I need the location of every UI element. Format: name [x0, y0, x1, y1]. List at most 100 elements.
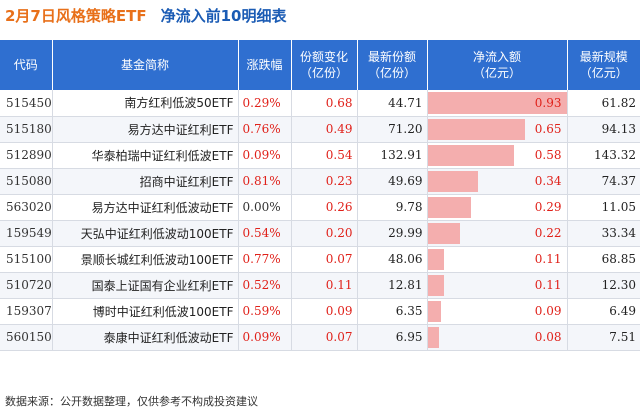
share-change: 0.07 — [291, 246, 358, 273]
share-change: 0.26 — [291, 194, 358, 221]
table-row[interactable]: 159549 天弘中证红利低波动100ETF 0.54% 0.20 29.99 0.22 3… — [0, 220, 640, 247]
fund-code: 515450 — [0, 90, 53, 117]
share-change: 0.09 — [291, 298, 358, 325]
price-change: 0.59% — [238, 298, 292, 325]
net-inflow-cell: 0.29 — [427, 194, 568, 221]
latest-shares: 48.06 — [357, 246, 428, 273]
table-row[interactable]: 515450 南方红利低波50ETF 0.29% 0.68 44.71 0.93 61.82 — [0, 90, 640, 117]
net-inflow-cell: 0.93 — [427, 90, 568, 117]
source-note: 数据来源：公开数据整理，仅供参考不构成投资建议 — [5, 395, 258, 408]
net-inflow-cell: 0.22 — [427, 220, 568, 247]
inflow-bar — [427, 118, 525, 140]
latest-shares: 6.35 — [357, 298, 428, 325]
latest-scale: 33.34 — [567, 220, 640, 247]
inflow-bar — [427, 300, 441, 322]
price-change: 0.52% — [238, 272, 292, 299]
fund-name: 博时中证红利低波100ETF — [52, 298, 239, 325]
title-main: 净流入前10明细表 — [160, 7, 287, 25]
col-header-change[interactable]: 涨跌幅 — [238, 40, 292, 90]
net-inflow-cell: 0.09 — [427, 298, 568, 325]
latest-scale: 143.32 — [567, 142, 640, 169]
table-row[interactable]: 515180 易方达中证红利ETF 0.76% 0.49 71.20 0.65 94.13 — [0, 116, 640, 143]
col-header-name[interactable]: 基金简称 — [52, 40, 239, 90]
net-inflow-cell: 0.08 — [427, 324, 568, 351]
share-change: 0.68 — [291, 90, 358, 117]
share-change: 0.20 — [291, 220, 358, 247]
share-change: 0.49 — [291, 116, 358, 143]
fund-name: 景顺长城红利低波动100ETF — [52, 246, 239, 273]
fund-name: 天弘中证红利低波动100ETF — [52, 220, 239, 247]
net-inflow-value: 0.22 — [534, 226, 562, 240]
inflow-bar — [427, 170, 479, 192]
net-inflow-value: 0.93 — [534, 95, 562, 110]
net-inflow-cell: 0.34 — [427, 168, 568, 195]
fund-code: 563020 — [0, 194, 53, 221]
fund-name: 易方达中证红利低波动ETF — [52, 194, 239, 221]
price-change: 0.09% — [238, 324, 292, 351]
net-inflow-value: 0.11 — [534, 252, 562, 266]
col-header-shares[interactable]: 最新份额 （亿份） — [357, 40, 428, 90]
table-body: 515450 南方红利低波50ETF 0.29% 0.68 44.71 0.93 61.82… — [0, 90, 640, 351]
table-header-row: 代码 基金简称 涨跌幅 份额变化 （亿份） 最新份额 （亿份） 净流入额 （亿元） 最… — [0, 40, 640, 90]
latest-scale: 61.82 — [567, 90, 640, 117]
fund-name: 华泰柏瑞中证红利低波ETF — [52, 142, 239, 169]
price-change: 0.09% — [238, 142, 292, 169]
inflow-bar — [427, 196, 471, 218]
fund-name: 易方达中证红利ETF — [52, 116, 239, 143]
inflow-bar — [427, 326, 440, 348]
col-header-inflow[interactable]: 净流入额 （亿元） — [427, 40, 568, 90]
fund-name: 招商中证红利ETF — [52, 168, 239, 195]
latest-scale: 94.13 — [567, 116, 640, 143]
net-inflow-cell: 0.58 — [427, 142, 568, 169]
inflow-bar — [427, 144, 515, 166]
latest-scale: 6.49 — [567, 298, 640, 325]
inflow-bar — [427, 92, 566, 114]
fund-code: 560150 — [0, 324, 53, 351]
fund-code: 159307 — [0, 298, 53, 325]
latest-shares: 71.20 — [357, 116, 428, 143]
price-change: 0.00% — [238, 194, 292, 221]
table-row[interactable]: 560150 泰康中证红利低波动ETF 0.09% 0.07 6.95 0.08 7.51 — [0, 324, 640, 351]
latest-scale: 74.37 — [567, 168, 640, 195]
table-row[interactable]: 563020 易方达中证红利低波动ETF 0.00% 0.26 9.78 0.29 11.0… — [0, 194, 640, 221]
latest-scale: 7.51 — [567, 324, 640, 351]
etf-inflow-table: 代码 基金简称 涨跌幅 份额变化 （亿份） 最新份额 （亿份） 净流入额 （亿元） 最… — [0, 40, 640, 351]
col-header-code[interactable]: 代码 — [0, 40, 53, 90]
price-change: 0.29% — [238, 90, 292, 117]
net-inflow-cell: 0.11 — [427, 246, 568, 273]
table-row[interactable]: 515100 景顺长城红利低波动100ETF 0.77% 0.07 48.06 0.11 6… — [0, 246, 640, 273]
latest-shares: 6.95 — [357, 324, 428, 351]
fund-code: 510720 — [0, 272, 53, 299]
latest-shares: 44.71 — [357, 90, 428, 117]
col-header-scale[interactable]: 最新规模 （亿元） — [567, 40, 640, 90]
fund-name: 南方红利低波50ETF — [52, 90, 239, 117]
col-header-share-change[interactable]: 份额变化 （亿份） — [291, 40, 358, 90]
price-change: 0.81% — [238, 168, 292, 195]
table-row[interactable]: 510720 国泰上证国有企业红利ETF 0.52% 0.11 12.81 0.11 12.… — [0, 272, 640, 299]
latest-shares: 9.78 — [357, 194, 428, 221]
table-row[interactable]: 512890 华泰柏瑞中证红利低波ETF 0.09% 0.54 132.91 0.58 14… — [0, 142, 640, 169]
net-inflow-value: 0.29 — [534, 200, 562, 214]
share-change: 0.23 — [291, 168, 358, 195]
latest-shares: 12.81 — [357, 272, 428, 299]
latest-shares: 29.99 — [357, 220, 428, 247]
latest-scale: 12.30 — [567, 272, 640, 299]
net-inflow-cell: 0.65 — [427, 116, 568, 143]
fund-code: 512890 — [0, 142, 53, 169]
latest-scale: 11.05 — [567, 194, 640, 221]
net-inflow-value: 0.09 — [534, 304, 562, 318]
price-change: 0.77% — [238, 246, 292, 273]
fund-code: 159549 — [0, 220, 53, 247]
fund-code: 515180 — [0, 116, 53, 143]
table-row[interactable]: 515080 招商中证红利ETF 0.81% 0.23 49.69 0.34 74.37 — [0, 168, 640, 195]
inflow-bar — [427, 248, 444, 270]
table-row[interactable]: 159307 博时中证红利低波100ETF 0.59% 0.09 6.35 0.09 6.4… — [0, 298, 640, 325]
net-inflow-cell: 0.11 — [427, 272, 568, 299]
page-title: 2月7日风格策略ETF 净流入前10明细表 — [5, 3, 286, 29]
latest-shares: 132.91 — [357, 142, 428, 169]
net-inflow-value: 0.34 — [534, 174, 562, 188]
fund-name: 泰康中证红利低波动ETF — [52, 324, 239, 351]
latest-scale: 68.85 — [567, 246, 640, 273]
inflow-bar — [427, 222, 461, 244]
inflow-bar — [427, 274, 444, 296]
